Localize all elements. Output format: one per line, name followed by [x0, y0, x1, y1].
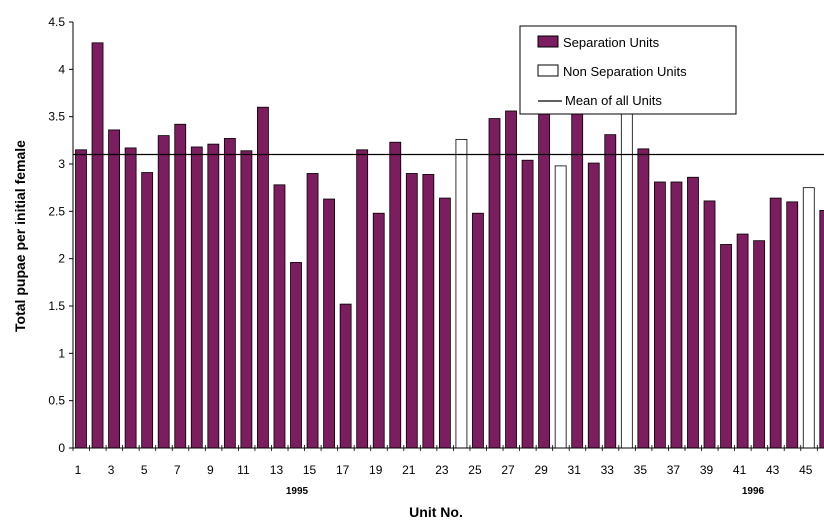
bar-separation [687, 176, 699, 449]
bar-separation [786, 201, 799, 449]
bar-separation [306, 173, 319, 449]
x-tick-label: 37 [667, 463, 681, 477]
x-tick-label: 9 [207, 463, 214, 477]
y-tick-label: 0.5 [48, 394, 65, 408]
legend-label-non-separation: Non Separation Units [563, 64, 687, 79]
bar-separation [587, 162, 600, 449]
x-axis-title: Unit No. [409, 504, 463, 520]
bar-separation [141, 172, 154, 449]
bar-separation [753, 240, 766, 449]
bar-separation [819, 209, 824, 449]
bar-non-separation [620, 104, 633, 449]
bar-separation [438, 197, 451, 449]
bar-separation [571, 99, 584, 449]
bar-separation [736, 233, 749, 449]
bar-separation [157, 135, 170, 449]
x-tick-label: 33 [601, 463, 615, 477]
bar-separation [323, 198, 336, 449]
x-tick-label: 41 [733, 463, 747, 477]
bar-separation [389, 141, 402, 449]
bar-separation [405, 173, 418, 449]
y-tick-label: 3.5 [48, 110, 65, 124]
y-axis-title: Total pupae per initial female [12, 140, 28, 332]
legend: Separation Units Non Separation Units Me… [519, 25, 737, 115]
x-tick-label: 29 [534, 463, 548, 477]
x-tick-label: 11 [237, 463, 250, 477]
y-tick-label: 2.5 [48, 204, 65, 218]
bar-separation [273, 184, 286, 449]
x-axis-ticks: 1 3 5 7 9 11 13 15 17 19 21 23 25 27 29 31 33 35 37 39 41 43 4… [72, 445, 818, 477]
y-tick-label: 4.5 [48, 15, 65, 29]
bar-separation [372, 212, 385, 449]
bar-separation [472, 212, 484, 449]
bar-separation [240, 150, 253, 449]
bar-non-separation [554, 165, 567, 449]
x-tick-label: 1 [75, 463, 82, 477]
y-tick-label: 1 [58, 346, 65, 360]
bar-separation [521, 159, 534, 449]
year-label-1996: 1996 [742, 486, 765, 497]
bar-separation [290, 262, 302, 449]
y-axis-ticks: 0 0.5 1 1.5 2 2.5 3 3.5 4 4.5 [48, 15, 73, 455]
bar-non-separation [802, 187, 815, 449]
x-tick-label: 5 [141, 463, 148, 477]
x-tick-label: 15 [303, 463, 317, 477]
y-tick-label: 1.5 [48, 299, 65, 313]
bar-non-separation [455, 138, 468, 449]
bar-separation [174, 123, 187, 449]
bar-separation [75, 149, 87, 449]
bar-separation [223, 138, 236, 449]
bar-separation [91, 42, 104, 449]
x-tick-label: 17 [336, 463, 350, 477]
bar-separation [670, 181, 683, 449]
bar-separation [356, 149, 369, 449]
legend-swatch-non-separation [537, 64, 559, 77]
x-tick-label: 3 [108, 463, 115, 477]
bar-separation [637, 148, 650, 449]
x-tick-label: 13 [270, 463, 284, 477]
bar-separation [703, 200, 716, 449]
bar-separation [257, 106, 269, 449]
bar-separation [654, 181, 666, 449]
bar-separation [604, 134, 617, 449]
y-tick-label: 0 [58, 441, 65, 455]
x-tick-label: 21 [402, 463, 416, 477]
x-tick-label: 39 [700, 463, 714, 477]
bars [75, 42, 824, 449]
bar-separation [505, 110, 517, 449]
y-tick-label: 4 [58, 62, 65, 76]
x-tick-label: 45 [799, 463, 813, 477]
legend-swatch-separation [537, 35, 559, 48]
x-tick-label: 19 [369, 463, 383, 477]
x-tick-label: 25 [468, 463, 482, 477]
bar-separation [207, 143, 220, 449]
bar-separation [124, 147, 137, 449]
legend-label-separation: Separation Units [563, 35, 660, 50]
bar-separation [422, 174, 435, 449]
bar-separation [488, 118, 501, 449]
x-tick-label: 7 [174, 463, 181, 477]
x-tick-label: 23 [435, 463, 449, 477]
bar-separation [108, 129, 120, 449]
x-tick-label: 35 [634, 463, 648, 477]
y-tick-label: 2 [58, 252, 65, 266]
bar-separation [720, 244, 732, 449]
y-tick-label: 3 [58, 157, 65, 171]
x-tick-label: 27 [501, 463, 515, 477]
bar-separation [339, 303, 352, 449]
bar-separation [190, 146, 203, 449]
x-tick-label: 31 [568, 463, 582, 477]
x-tick-label: 43 [766, 463, 780, 477]
bar-separation [769, 197, 782, 449]
legend-label-mean: Mean of all Units [565, 93, 662, 108]
year-label-1995: 1995 [286, 486, 309, 497]
